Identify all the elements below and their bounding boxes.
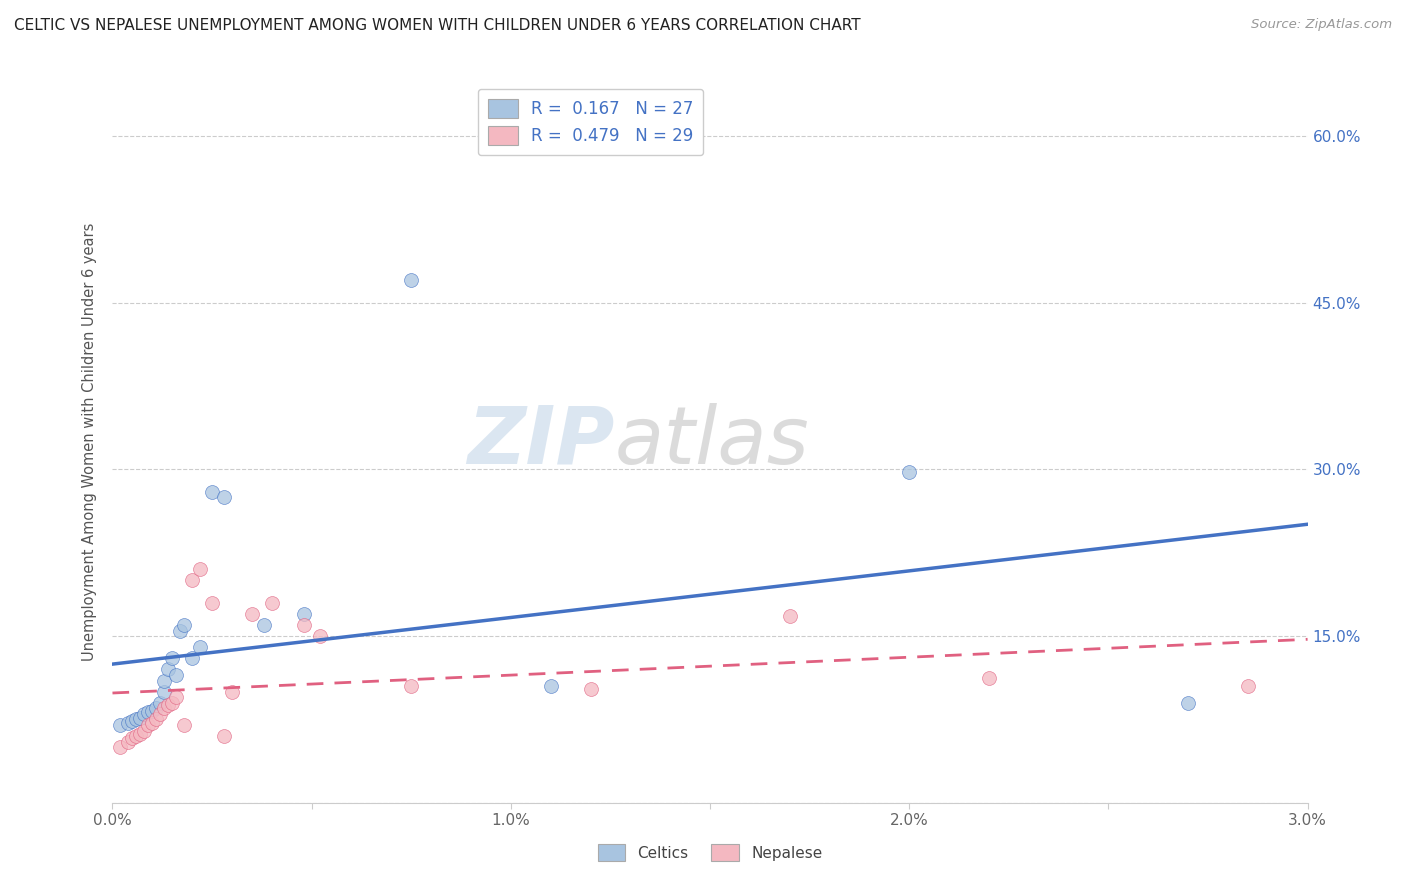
Point xyxy=(165,668,187,682)
Point xyxy=(173,618,195,632)
Point xyxy=(121,714,143,728)
Point xyxy=(977,671,1000,685)
Point xyxy=(134,706,156,721)
Point xyxy=(149,696,172,710)
Point xyxy=(125,713,148,727)
Point xyxy=(117,734,139,748)
Point xyxy=(253,618,276,632)
Point xyxy=(134,723,156,738)
Point xyxy=(153,684,176,698)
Text: atlas: atlas xyxy=(614,402,810,481)
Point xyxy=(157,698,180,712)
Point xyxy=(129,711,152,725)
Point xyxy=(165,690,187,705)
Y-axis label: Unemployment Among Women with Children Under 6 years: Unemployment Among Women with Children U… xyxy=(82,222,97,661)
Point xyxy=(1237,679,1260,693)
Point xyxy=(141,715,163,730)
Point xyxy=(162,651,183,665)
Point xyxy=(129,727,152,741)
Point xyxy=(173,718,195,732)
Point xyxy=(240,607,263,621)
Legend: Celtics, Nepalese: Celtics, Nepalese xyxy=(592,838,828,867)
Point xyxy=(153,701,176,715)
Point xyxy=(221,684,243,698)
Point xyxy=(145,701,167,715)
Point xyxy=(153,673,176,688)
Point xyxy=(169,624,191,638)
Point xyxy=(149,706,172,721)
Point xyxy=(157,662,180,676)
Point xyxy=(181,574,204,588)
Point xyxy=(201,484,224,499)
Point xyxy=(1177,696,1199,710)
Point xyxy=(260,596,283,610)
Point xyxy=(212,729,235,743)
Text: Source: ZipAtlas.com: Source: ZipAtlas.com xyxy=(1251,18,1392,31)
Point xyxy=(308,629,330,643)
Point xyxy=(292,618,315,632)
Point xyxy=(110,740,132,755)
Point xyxy=(579,682,602,697)
Point xyxy=(401,273,423,287)
Point xyxy=(138,705,160,719)
Point xyxy=(138,718,160,732)
Text: ZIP: ZIP xyxy=(467,402,614,481)
Point xyxy=(188,562,211,576)
Text: CELTIC VS NEPALESE UNEMPLOYMENT AMONG WOMEN WITH CHILDREN UNDER 6 YEARS CORRELAT: CELTIC VS NEPALESE UNEMPLOYMENT AMONG WO… xyxy=(14,18,860,33)
Point xyxy=(181,651,204,665)
Point xyxy=(540,679,562,693)
Point xyxy=(145,713,167,727)
Point xyxy=(292,607,315,621)
Point xyxy=(401,679,423,693)
Point xyxy=(121,731,143,746)
Point xyxy=(898,465,921,479)
Point xyxy=(141,704,163,718)
Point xyxy=(212,490,235,504)
Point xyxy=(201,596,224,610)
Point xyxy=(110,718,132,732)
Point xyxy=(188,640,211,655)
Point xyxy=(117,715,139,730)
Point xyxy=(162,696,183,710)
Point xyxy=(779,609,801,624)
Point xyxy=(125,729,148,743)
